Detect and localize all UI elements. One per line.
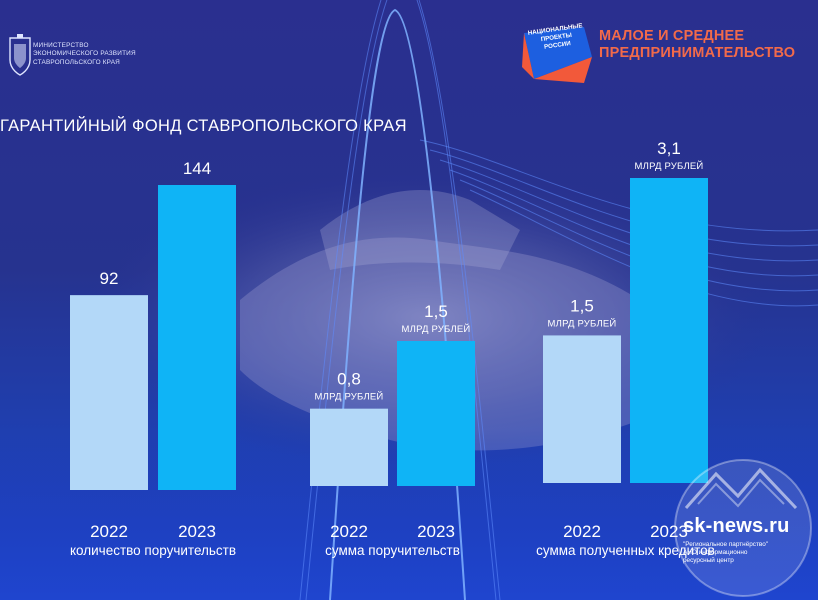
- ministry-line: ЭКОНОМИЧЕСКОГО РАЗВИТИЯ: [33, 50, 136, 58]
- chart-title: ГАРАНТИЙНЫЙ ФОНД СТАВРОПОЛЬСКОГО КРАЯ: [0, 117, 407, 135]
- national-projects-logo-icon: [522, 27, 592, 83]
- ministry-line: СТАВРОПОЛЬСКОГО КРАЯ: [33, 58, 120, 66]
- program-title-line: ПРЕДПРИНИМАТЕЛЬСТВО: [599, 45, 796, 61]
- group-label: сумма поручительств: [325, 543, 460, 558]
- group-label: сумма полученных кредитов: [536, 543, 715, 558]
- ministry-line: МИНИСТЕРСТВО: [33, 42, 89, 49]
- year-label: 2022: [563, 522, 601, 541]
- bar-1-2023: [397, 341, 475, 486]
- bar-0-2022: [70, 295, 148, 490]
- bar-unit-label: МЛРД РУБЛЕЙ: [402, 323, 471, 335]
- watermark-line: ресурсный центр: [683, 557, 734, 564]
- year-label: 2023: [178, 522, 216, 541]
- group-label: количество поручительств: [70, 543, 236, 558]
- watermark-line: "Региональное партнёрство": [683, 541, 769, 548]
- stavropol-coat-of-arms-icon: [9, 34, 31, 76]
- bar-2-2023: [630, 178, 708, 483]
- year-label: 2023: [417, 522, 455, 541]
- year-label: 2022: [330, 522, 368, 541]
- ministry-name: МИНИСТЕРСТВО ЭКОНОМИЧЕСКОГО РАЗВИТИЯ СТА…: [33, 42, 173, 67]
- bar-value-label: 92: [100, 269, 119, 288]
- bar-value-label: 3,1: [657, 139, 681, 158]
- year-label: 2023: [650, 522, 688, 541]
- program-title: МАЛОЕ И СРЕДНЕЕ ПРЕДПРИНИМАТЕЛЬСТВО: [599, 28, 818, 62]
- bar-2-2022: [543, 335, 621, 483]
- bar-unit-label: МЛРД РУБЛЕЙ: [315, 391, 384, 403]
- bar-value-label: 0,8: [337, 370, 361, 389]
- bar-unit-label: МЛРД РУБЛЕЙ: [635, 160, 704, 172]
- bar-value-label: 1,5: [570, 296, 594, 315]
- year-label: 2022: [90, 522, 128, 541]
- bar-value-label: 144: [183, 159, 211, 178]
- bar-unit-label: МЛРД РУБЛЕЙ: [548, 317, 617, 329]
- sk-news-watermark-icon: [674, 459, 812, 597]
- bar-0-2023: [158, 185, 236, 490]
- watermark-subtitle: "Региональное партнёрство" АНО информаци…: [683, 541, 813, 565]
- program-title-line: МАЛОЕ И СРЕДНЕЕ: [599, 28, 745, 44]
- bar-1-2022: [310, 408, 388, 486]
- bar-value-label: 1,5: [424, 302, 448, 321]
- watermark-site: sk-news.ru: [683, 515, 790, 537]
- watermark-line: АНО информационно: [683, 549, 748, 556]
